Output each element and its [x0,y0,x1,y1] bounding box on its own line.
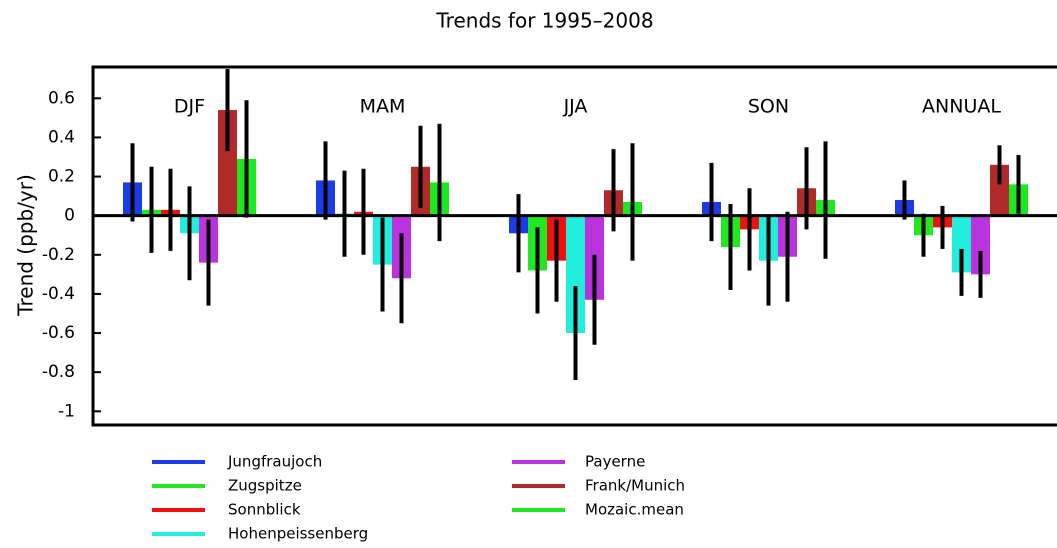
category-label: ANNUAL [922,96,1001,118]
category-label: JJA [563,96,588,118]
y-tick-label: 0.2 [48,167,75,187]
legend-label: Zugspitze [228,477,302,495]
legend-label: Payerne [585,453,645,471]
bar [566,215,585,334]
y-tick-label: -1 [58,401,75,421]
category-label: DJF [174,96,205,118]
y-tick-label: -0.8 [42,362,75,382]
y-tick-label: -0.2 [42,245,75,265]
bar [971,215,990,275]
category-label: SON [748,96,789,118]
category-label: MAM [360,96,406,118]
legend-label: Sonnblick [228,501,301,519]
y-tick-label: 0.4 [48,127,75,147]
legend-label: Hohenpeissenberg [228,525,368,543]
y-tick-label: -0.4 [42,284,75,304]
bar [952,215,971,273]
y-axis-label: Trend (ppb/yr) [14,174,38,317]
legend-label: Mozaic.mean [585,501,684,519]
chart-title: Trends for 1995–2008 [435,9,653,33]
legend-label: Jungfraujoch [227,453,322,471]
y-tick-label: -0.6 [42,323,75,343]
plot-frame [91,65,1057,427]
bar [990,164,1009,216]
bar [218,110,237,216]
y-tick-label: 0.6 [48,88,75,108]
legend-label: Frank/Munich [585,477,685,495]
y-tick-label: 0 [64,206,75,226]
